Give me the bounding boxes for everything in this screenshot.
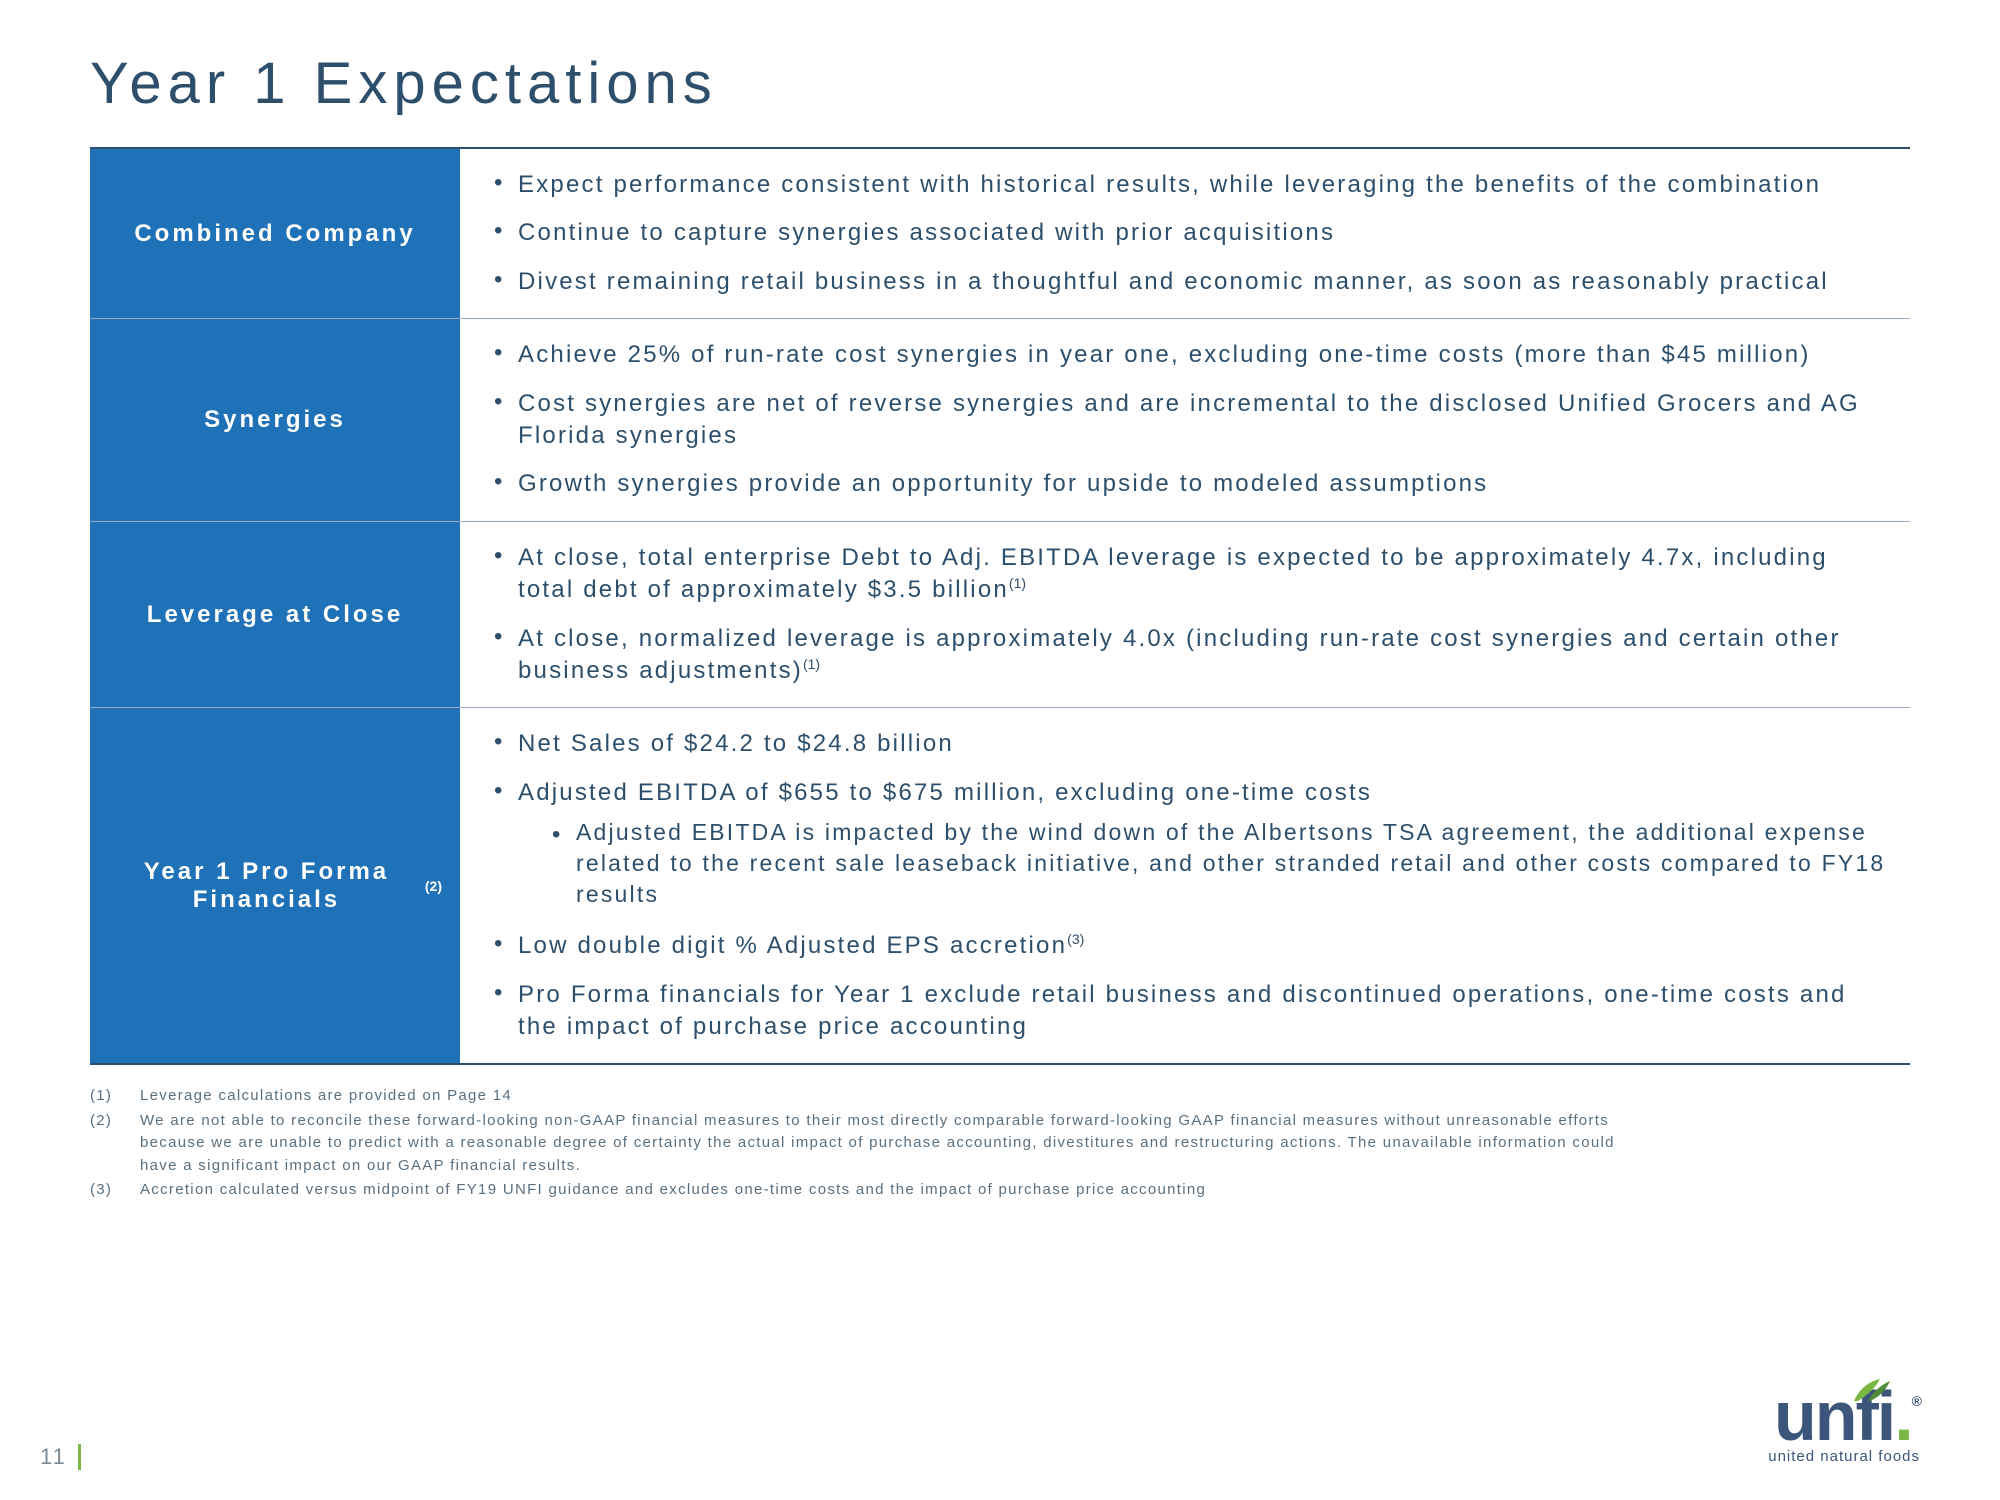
row-content: At close, total enterprise Debt to Adj. … <box>460 522 1910 708</box>
footnote-text: Leverage calculations are provided on Pa… <box>140 1085 1650 1108</box>
row-content: Achieve 25% of run-rate cost synergies i… <box>460 319 1910 521</box>
bullet-item: Achieve 25% of run-rate cost synergies i… <box>500 331 1890 379</box>
bullet-item: Adjusted EBITDA of $655 to $675 million,… <box>500 769 1890 923</box>
logo-registered: ® <box>1912 1393 1920 1409</box>
row-label: Combined Company <box>90 149 460 318</box>
footnote-number: (1) <box>90 1085 140 1108</box>
row-label: Year 1 Pro Forma Financials(2) <box>90 708 460 1063</box>
page-number: 11 <box>40 1444 67 1470</box>
footnote: (2)We are not able to reconcile these fo… <box>90 1110 1650 1178</box>
bullet-item: Net Sales of $24.2 to $24.8 billion <box>500 720 1890 768</box>
table-row: Leverage at Close At close, total enterpr… <box>90 522 1910 709</box>
bullet-item: Cost synergies are net of reverse synerg… <box>500 380 1890 461</box>
slide: Year 1 Expectations Combined Company Expe… <box>0 0 2000 1500</box>
expectations-table: Combined Company Expect performance consi… <box>90 147 1910 1065</box>
bullet-item: At close, total enterprise Debt to Adj. … <box>500 534 1890 615</box>
row-label: Leverage at Close <box>90 522 460 708</box>
footnote-text: We are not able to reconcile these forwa… <box>140 1110 1650 1178</box>
company-logo: unfi.® united natural foods <box>1768 1385 1920 1465</box>
logo-dot: . <box>1894 1377 1911 1455</box>
bullet-item: At close, normalized leverage is approxi… <box>500 615 1890 696</box>
page-number-accent <box>78 1444 81 1470</box>
logo-text: unfi.® <box>1768 1385 1920 1448</box>
footnote-number: (2) <box>90 1110 140 1178</box>
footnote-text: Accretion calculated versus midpoint of … <box>140 1179 1650 1202</box>
bullet-item: Continue to capture synergies associated… <box>500 209 1890 257</box>
bullet-item: Expect performance consistent with histo… <box>500 161 1890 209</box>
table-row: Synergies Achieve 25% of run-rate cost sy… <box>90 319 1910 522</box>
footnote: (1)Leverage calculations are provided on… <box>90 1085 1650 1108</box>
table-row: Year 1 Pro Forma Financials(2)Net Sales … <box>90 708 1910 1063</box>
bullet-item: Low double digit % Adjusted EPS accretio… <box>500 922 1890 970</box>
row-content: Expect performance consistent with histo… <box>460 149 1910 318</box>
bullet-item: Growth synergies provide an opportunity … <box>500 460 1890 508</box>
row-content: Net Sales of $24.2 to $24.8 billionAdjus… <box>460 708 1910 1063</box>
row-label: Synergies <box>90 319 460 521</box>
sub-bullet-item: Adjusted EBITDA is impacted by the wind … <box>558 813 1890 914</box>
bullet-item: Divest remaining retail business in a th… <box>500 258 1890 306</box>
table-row: Combined Company Expect performance consi… <box>90 149 1910 319</box>
footnote: (3)Accretion calculated versus midpoint … <box>90 1179 1650 1202</box>
leaf-icon <box>1848 1375 1892 1405</box>
footnotes: (1)Leverage calculations are provided on… <box>90 1085 1910 1202</box>
footnote-number: (3) <box>90 1179 140 1202</box>
bullet-item: Pro Forma financials for Year 1 exclude … <box>500 971 1890 1052</box>
page-title: Year 1 Expectations <box>90 50 1910 117</box>
